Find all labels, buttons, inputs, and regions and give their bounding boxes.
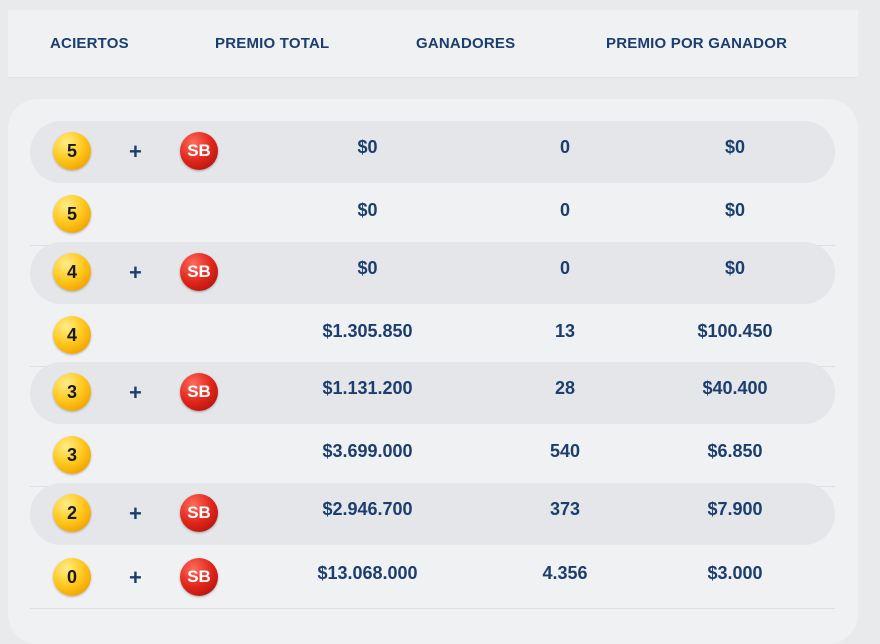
ganadores-value: 0: [559, 200, 570, 220]
results-table-header: ACIERTOS PREMIO TOTAL GANADORES PREMIO P…: [8, 10, 858, 78]
plus-sign: +: [129, 139, 142, 164]
yellow-ball-icon: 4: [53, 253, 91, 291]
premio-total-value: $1.131.200: [322, 378, 413, 398]
ganadores-value: 13: [554, 321, 576, 341]
super-ball-icon: SB: [180, 373, 218, 411]
yellow-ball-icon: 4: [53, 316, 91, 354]
ganadores-value: 0: [559, 258, 570, 278]
premio-total-value: $2.946.700: [322, 499, 413, 519]
premio-total-value: $13.068.000: [317, 563, 418, 583]
premio-por-ganador-value: $100.450: [697, 321, 773, 341]
plus-sign: +: [129, 380, 142, 405]
plus-sign: +: [129, 501, 142, 526]
premio-por-ganador-value: $0: [724, 258, 746, 278]
header-ganadores: GANADORES: [416, 35, 516, 52]
table-row: 4 + SB $0 0 $0: [30, 242, 835, 304]
super-ball-icon: SB: [180, 132, 218, 170]
yellow-ball-icon: 2: [53, 494, 91, 532]
super-ball-icon: SB: [180, 494, 218, 532]
table-row: 5 $0 0 $0: [30, 184, 835, 246]
premio-por-ganador-value: $40.400: [702, 378, 768, 398]
plus-sign: +: [129, 565, 142, 590]
premio-por-ganador-value: $0: [724, 137, 746, 157]
table-row: 2 + SB $2.946.700 373 $7.900: [30, 483, 835, 545]
table-row: 4 $1.305.850 13 $100.450: [30, 305, 835, 367]
premio-total-value: $0: [357, 258, 378, 278]
premio-total-value: $1.305.850: [322, 321, 413, 341]
super-ball-icon: SB: [180, 558, 218, 596]
plus-sign: +: [129, 260, 142, 285]
ganadores-value: 28: [554, 378, 576, 398]
premio-por-ganador-value: $0: [724, 200, 746, 220]
ganadores-value: 373: [549, 499, 581, 519]
table-row: 0 + SB $13.068.000 4.356 $3.000: [30, 547, 835, 609]
table-row: 5 + SB $0 0 $0: [30, 121, 835, 183]
table-row: 3 + SB $1.131.200 28 $40.400: [30, 362, 835, 424]
premio-por-ganador-value: $7.900: [707, 499, 763, 519]
premio-total-value: $0: [357, 200, 378, 220]
premio-total-value: $0: [357, 137, 378, 157]
premio-por-ganador-value: $3.000: [707, 563, 763, 583]
header-premio-por-ganador: PREMIO POR GANADOR: [606, 35, 788, 52]
yellow-ball-icon: 5: [53, 195, 91, 233]
yellow-ball-icon: 3: [53, 373, 91, 411]
table-row: 3 $3.699.000 540 $6.850: [30, 425, 835, 487]
yellow-ball-icon: 5: [53, 132, 91, 170]
header-aciertos: ACIERTOS: [50, 35, 129, 52]
ganadores-value: 4.356: [542, 563, 588, 583]
yellow-ball-icon: 0: [53, 558, 91, 596]
super-ball-icon: SB: [180, 253, 218, 291]
yellow-ball-icon: 3: [53, 436, 91, 474]
results-table-body: 5 + SB $0 0 $0 5 $0 0 $0 4 + SB $0 0 $0 …: [8, 99, 858, 644]
premio-total-value: $3.699.000: [322, 441, 413, 461]
premio-por-ganador-value: $6.850: [707, 441, 763, 461]
ganadores-value: 0: [559, 137, 570, 157]
header-premio-total: PREMIO TOTAL: [215, 35, 330, 52]
ganadores-value: 540: [549, 441, 581, 461]
